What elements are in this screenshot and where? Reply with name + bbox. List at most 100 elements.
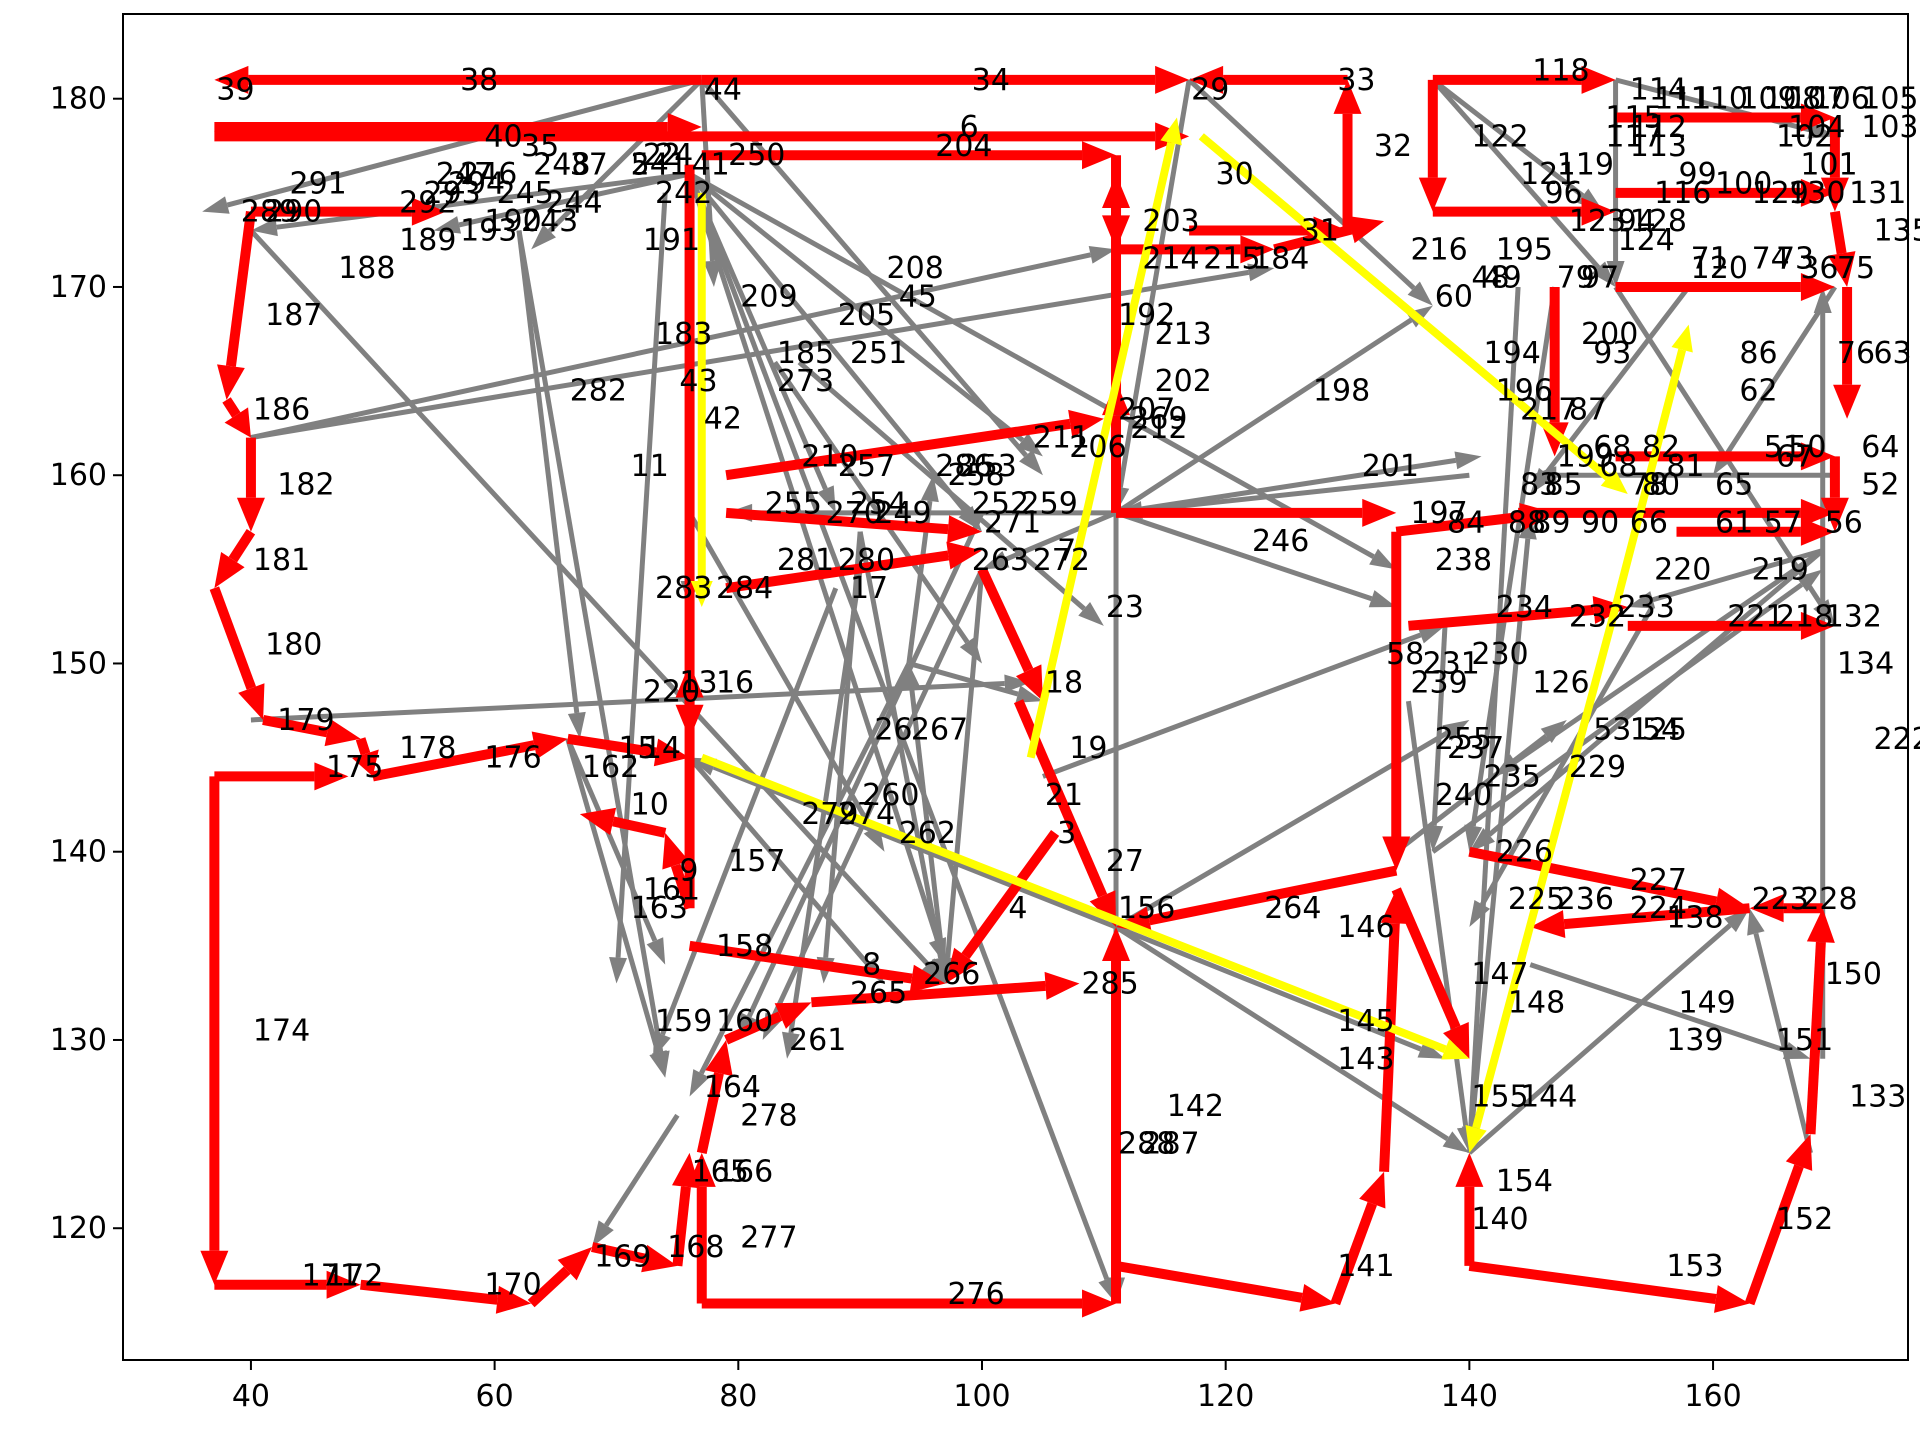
node-label: 202 [1155, 364, 1212, 399]
red-route-arrow [214, 762, 349, 791]
node-label: 129 [1752, 176, 1809, 211]
yellow-route-arrow [690, 192, 713, 607]
node-label: 292 [399, 185, 456, 220]
node-label: 260 [862, 778, 919, 813]
node-label: 281 [777, 543, 834, 578]
red-route-arrow [1432, 197, 1616, 226]
node-label: 258 [947, 458, 1004, 493]
node-label: 153 [1666, 1249, 1723, 1284]
gray-link-arrow [249, 228, 946, 984]
red-route-arrow [1102, 927, 1131, 1304]
red-route-arrow [1833, 286, 1862, 419]
node-label: 110 [1691, 82, 1748, 117]
node-label: 135 [1873, 213, 1920, 248]
y-tick-label: 140 [50, 835, 107, 870]
node-label: 148 [1508, 985, 1565, 1020]
node-label: 9 [679, 854, 698, 889]
node-label: 286 [935, 449, 992, 484]
node-label: 270 [826, 496, 883, 531]
node-label: 190 [484, 204, 541, 239]
node-label: 145 [1337, 1004, 1394, 1039]
node-label: 152 [1776, 1202, 1833, 1237]
node-label: 189 [399, 223, 456, 258]
node-label: 100 [1715, 166, 1772, 201]
node-label: 18 [1045, 665, 1083, 700]
node-label: 252 [972, 486, 1029, 521]
node-label: 255 [1435, 722, 1492, 757]
red-route-arrow [1744, 1134, 1813, 1306]
node-label: 232 [1569, 599, 1626, 634]
red-route-arrow [1330, 1171, 1386, 1306]
node-label: 38 [460, 63, 498, 98]
node-label: 191 [643, 223, 700, 258]
node-label: 283 [655, 571, 712, 606]
node-label: 200 [1581, 317, 1638, 352]
node-label: 237 [1447, 731, 1504, 766]
node-label: 80 [1642, 468, 1680, 503]
red-route-arrow [1468, 1260, 1750, 1313]
red-route-arrow [1749, 894, 1823, 923]
node-label: 104 [1788, 110, 1845, 145]
node-label: 272 [1033, 543, 1090, 578]
node-label: 84 [1447, 505, 1485, 540]
node-label: 115 [1605, 101, 1662, 136]
node-label: 244 [545, 185, 602, 220]
node-label: 62 [1739, 374, 1777, 409]
gray-link-arrow [516, 230, 586, 739]
node-label: 66 [1630, 505, 1668, 540]
node-label: 228 [1800, 882, 1857, 917]
node-label: 178 [399, 731, 456, 766]
node-label: 271 [984, 505, 1041, 540]
node-label: 156 [1118, 891, 1175, 926]
plot-frame [122, 13, 1909, 1361]
red-route-arrow [1820, 456, 1849, 532]
node-label: 226 [1496, 835, 1553, 870]
node-label: 196 [1496, 374, 1553, 409]
node-label: 204 [935, 129, 992, 164]
node-label: 278 [740, 1098, 797, 1133]
node-label: 11 [631, 449, 669, 484]
red-route-arrow [566, 733, 690, 767]
node-label: 282 [570, 374, 627, 409]
node-label: 220 [643, 675, 700, 710]
node-label: 285 [1081, 966, 1138, 1001]
node-label: 131 [1849, 176, 1906, 211]
node-label: 54 [1642, 712, 1680, 747]
node-label: 179 [277, 703, 334, 738]
node-label: 14 [643, 731, 681, 766]
node-label: 88 [1508, 505, 1546, 540]
node-label: 41 [692, 148, 730, 183]
node-label: 287 [1142, 1127, 1199, 1162]
node-label: 60 [1435, 279, 1473, 314]
red-route-arrow [1615, 178, 1835, 207]
node-label: 17 [850, 571, 888, 606]
gray-link-arrow [202, 77, 703, 214]
node-label: 229 [1569, 750, 1626, 785]
node-label: 24 [655, 138, 693, 173]
node-label: 223 [1752, 882, 1809, 917]
node-label: 19 [1069, 731, 1107, 766]
node-label: 79 [1557, 261, 1595, 296]
node-label: 216 [1410, 232, 1467, 267]
yellow-route-arrow [1026, 117, 1182, 759]
node-label: 121 [1520, 157, 1577, 192]
node-label: 16 [716, 665, 754, 700]
node-label: 128 [1630, 204, 1687, 239]
red-route-arrow [214, 528, 256, 589]
node-label: 249 [874, 496, 931, 531]
gray-link-arrow [250, 171, 690, 237]
red-route-arrow [675, 663, 704, 909]
red-route-arrow [701, 1289, 1117, 1318]
red-route-arrow [1827, 210, 1856, 287]
gray-link-arrow [250, 246, 1117, 441]
node-label: 239 [1410, 665, 1467, 700]
red-route-arrow [696, 1039, 733, 1154]
node-label: 125 [1630, 712, 1687, 747]
gray-link-arrow [1042, 625, 1445, 779]
node-label: 132 [1825, 599, 1882, 634]
node-label: 230 [1471, 637, 1528, 672]
node-label: 22 [643, 138, 681, 173]
node-label: 10 [631, 788, 669, 823]
node-label: 114 [1630, 72, 1687, 107]
